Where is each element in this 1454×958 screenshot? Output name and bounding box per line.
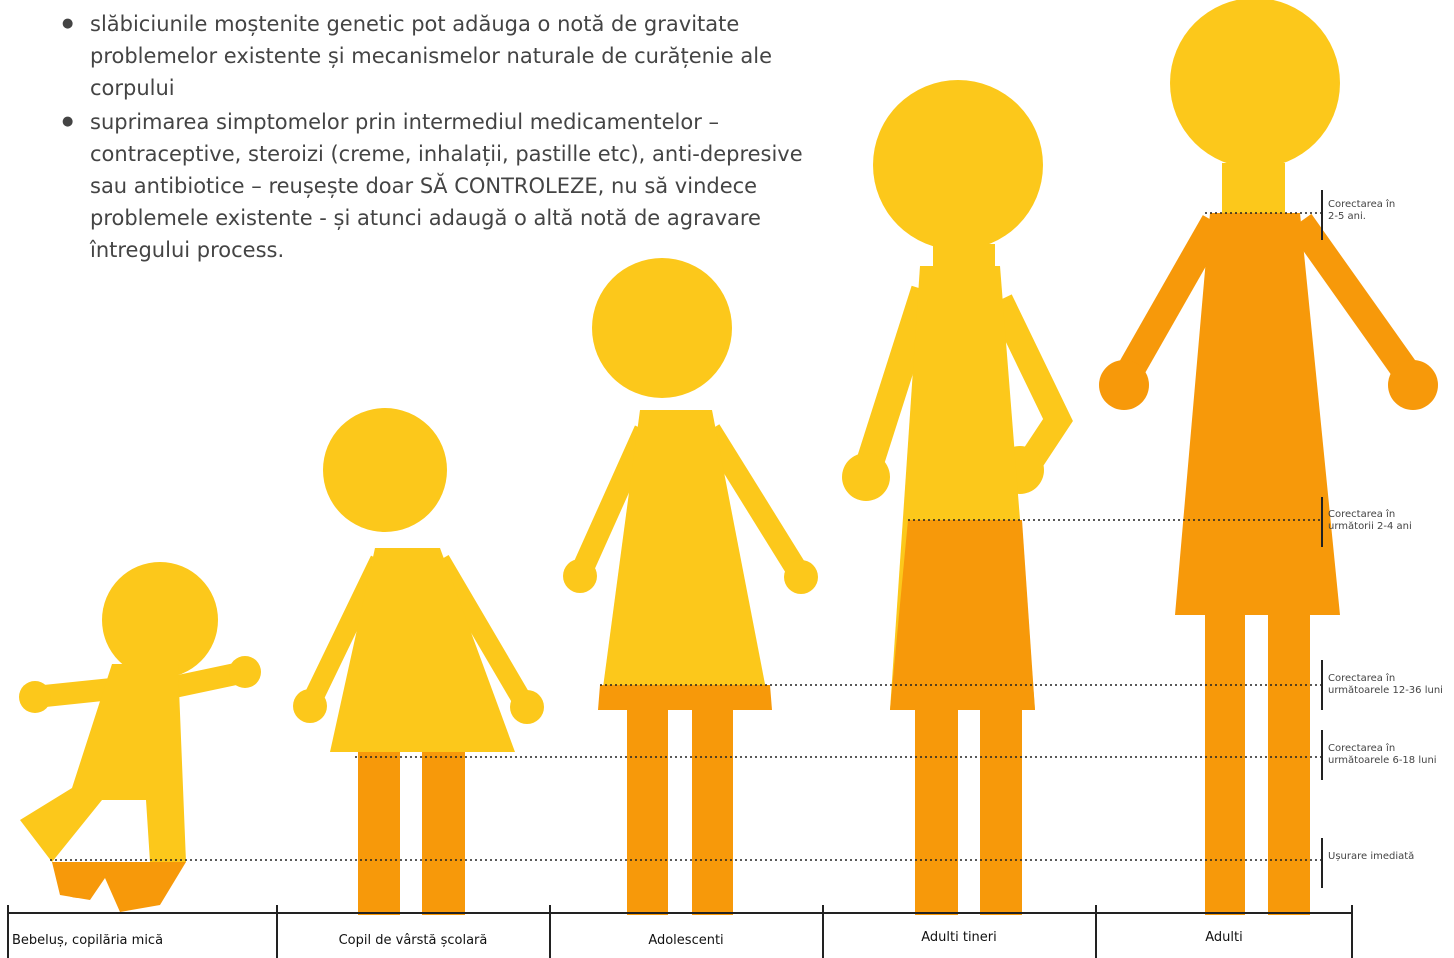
stage-label: Bebeluș, copilăria mică	[12, 933, 272, 948]
annotation: Ușurare imediată	[1328, 851, 1452, 863]
bullet: suprimarea simptomelor prin intermediul …	[90, 106, 810, 266]
annotation: Corectarea în următoarele 12-36 luni	[1328, 673, 1452, 697]
annotation: Corectarea în următorii 2-4 ani	[1328, 509, 1428, 533]
annotation: Corectarea în următoarele 6-18 luni	[1328, 743, 1452, 767]
stage-label: Adulti	[1094, 930, 1354, 945]
stage-label: Copil de vârstă școlară	[283, 933, 543, 948]
annotation: Corectarea în 2-5 ani.	[1328, 199, 1398, 223]
stage-label: Adolescenti	[556, 933, 816, 948]
bullet: slăbiciunile moștenite genetic pot adăug…	[90, 8, 810, 104]
stage-label: Adulti tineri	[829, 930, 1089, 945]
page: slăbiciunile moștenite genetic pot adăug…	[0, 0, 1454, 958]
